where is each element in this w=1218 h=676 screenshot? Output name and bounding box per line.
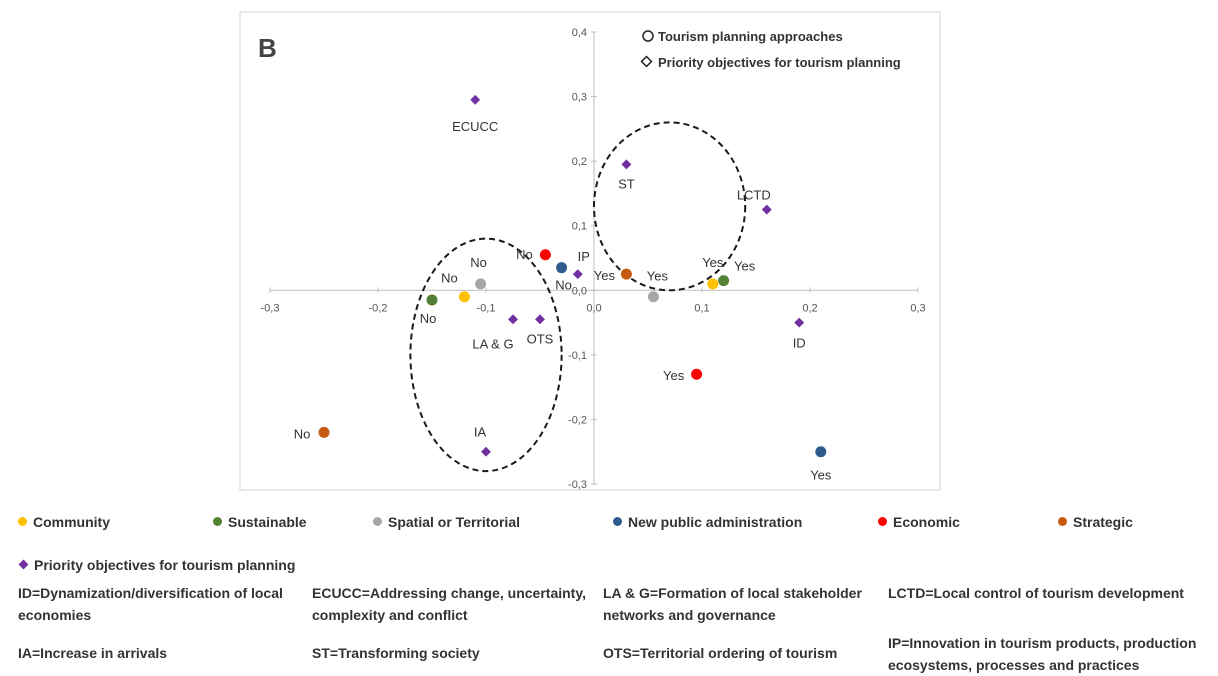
npa-point [815, 446, 827, 458]
objective-point [508, 314, 518, 325]
point-label: Yes [663, 368, 685, 383]
economic-dot-icon [878, 517, 887, 526]
point-label: Yes [702, 255, 724, 270]
legend-label-economic: Economic [893, 514, 960, 530]
y-tick-label: -0,1 [568, 350, 587, 362]
objective-point [572, 269, 583, 280]
plot-area-border [239, 11, 941, 491]
community-point [458, 291, 470, 303]
point-label: No [555, 278, 572, 293]
y-tick-label: 0,3 [572, 92, 587, 104]
economic-point [691, 368, 703, 380]
objective-point [470, 94, 481, 105]
legend-item-community: Community [18, 514, 110, 530]
point-label: ECUCC [452, 119, 498, 134]
x-tick-label: -0,2 [369, 302, 388, 314]
cluster-ellipses [409, 121, 747, 473]
community-dot-icon [18, 517, 27, 526]
objective-point [535, 314, 545, 325]
spatial-point [475, 278, 487, 290]
abbr-la-g: LA & G=Formation of local stakeholder ne… [603, 585, 862, 623]
point-label: LCTD [737, 188, 771, 203]
legend-item-npa: New public administration [613, 514, 802, 530]
legend-item-strategic: Strategic [1058, 514, 1133, 530]
objectives-legend: Priority objectives for tourism planning [18, 557, 1208, 581]
x-tick-label: 0,0 [586, 302, 601, 314]
legend-label-community: Community [33, 514, 110, 530]
point-label: IP [578, 249, 590, 264]
data-points: No Yes No Yes No Yes No Yes No Yes No Yes ECUCC ST LCT… [294, 94, 832, 483]
objective-point [621, 159, 632, 170]
npa-point [556, 262, 568, 274]
inner-legend-approaches-label: Tourism planning approaches [658, 29, 843, 44]
x-tick-label: 0,3 [910, 302, 925, 314]
point-label: Yes [647, 269, 669, 284]
y-tick-label: 0,4 [572, 27, 587, 39]
strategic-dot-icon [1058, 517, 1067, 526]
y-tick-label: 0,1 [572, 221, 587, 233]
abbr-lctd: LCTD=Local control of tourism developmen… [888, 585, 1184, 601]
legend-item-spatial: Spatial or Territorial [373, 514, 520, 530]
y-tick-label: -0,2 [568, 414, 587, 426]
x-tick-label: 0,2 [802, 302, 817, 314]
economic-point [539, 249, 551, 261]
point-label: No [420, 311, 437, 326]
spatial-point [647, 291, 659, 303]
point-label: Yes [594, 268, 616, 283]
point-label: ST [618, 176, 635, 191]
legend-label-sustainable: Sustainable [228, 514, 307, 530]
x-tick-label: -0,3 [261, 302, 280, 314]
sustainable-point [426, 294, 438, 306]
point-label: No [470, 255, 487, 270]
point-label: OTS [527, 331, 554, 346]
abbr-ots: OTS=Territorial ordering of tourism [603, 645, 838, 661]
objective-point [761, 204, 772, 215]
cluster-ellipse [593, 121, 747, 292]
inner-legend-objectives-label: Priority objectives for tourism planning [658, 55, 901, 70]
sustainable-dot-icon [213, 517, 222, 526]
legend-item-objectives: Priority objectives for tourism planning [18, 557, 295, 573]
abbr-st: ST=Transforming society [312, 645, 480, 661]
point-label: LA & G [472, 336, 513, 351]
spatial-dot-icon [373, 517, 382, 526]
inner-legend-diamond-icon [640, 55, 653, 68]
objective-point [794, 317, 805, 328]
legend-item-economic: Economic [878, 514, 960, 530]
inner-legend-circle-icon [642, 30, 654, 42]
inner-legend: Tourism planning approaches Priority obj… [640, 29, 901, 70]
point-label: No [441, 271, 458, 286]
x-tick-label: -0,1 [477, 302, 496, 314]
point-label: Yes [810, 468, 832, 483]
legend-item-sustainable: Sustainable [213, 514, 307, 530]
objective-point [481, 446, 491, 457]
legend-label-objectives: Priority objectives for tourism planning [34, 557, 296, 573]
objective-diamond-icon [18, 559, 29, 570]
abbr-id: ID=Dynamization/diversification of local… [18, 585, 283, 623]
point-label: No [516, 247, 533, 262]
y-tick-label: 0,2 [572, 156, 587, 168]
legend-label-spatial: Spatial or Territorial [388, 514, 520, 530]
sustainable-point [718, 275, 730, 287]
y-tick-label: 0,0 [572, 285, 587, 297]
x-tick-label: 0,1 [694, 302, 709, 314]
legend-label-npa: New public administration [628, 514, 803, 530]
abbr-ip: IP=Innovation in tourism products, produ… [888, 635, 1197, 673]
npa-dot-icon [613, 517, 622, 526]
strategic-point [318, 426, 330, 438]
cluster-ellipse [409, 237, 563, 473]
abbr-ia: IA=Increase in arrivals [18, 645, 168, 661]
point-label: ID [793, 336, 806, 351]
community-point [707, 278, 719, 290]
panel-letter: B [258, 33, 277, 63]
abbr-ecucc: ECUCC=Addressing change, uncertainty, co… [312, 585, 586, 623]
axes: -0,3 -0,2 -0,1 0,0 0,1 0,2 0,3 -0,3 -0,2 -0,1 0,0 0… [261, 27, 926, 491]
category-legend: Community Sustainable Spatial or Territo… [18, 514, 1208, 538]
point-label: IA [474, 425, 487, 440]
legend-label-strategic: Strategic [1073, 514, 1133, 530]
point-label: No [294, 426, 311, 441]
scatter-chart: B -0,3 -0,2 -0,1 0,0 0,1 0,2 0,3 -0,3 -0,2 -0,1 0,… [239, 11, 941, 491]
point-label: Yes [734, 259, 756, 274]
y-tick-label: -0,3 [568, 479, 587, 491]
strategic-point [620, 268, 632, 280]
